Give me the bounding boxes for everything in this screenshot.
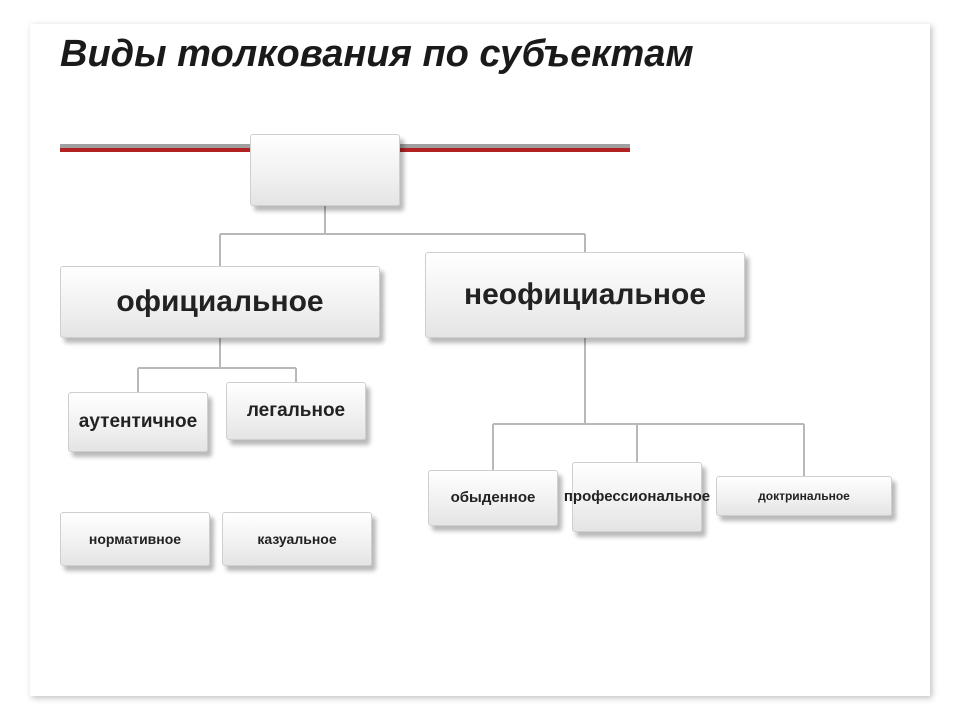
node-normative: нормативное — [60, 512, 210, 566]
node-root — [250, 134, 400, 206]
slide-frame: Виды толкования по субъектам официальное… — [30, 24, 930, 696]
node-casual: казуальное — [222, 512, 372, 566]
node-authentic: аутентичное — [68, 392, 208, 452]
node-unofficial: неофициальное — [425, 252, 745, 338]
node-official: официальное — [60, 266, 380, 338]
node-legal: легальное — [226, 382, 366, 440]
page-title: Виды толкования по субъектам — [60, 34, 694, 76]
node-professional: профессиональное — [572, 462, 702, 532]
node-doctrinal: доктринальное — [716, 476, 892, 516]
node-ordinary: обыденное — [428, 470, 558, 526]
connector-layer — [30, 24, 930, 696]
